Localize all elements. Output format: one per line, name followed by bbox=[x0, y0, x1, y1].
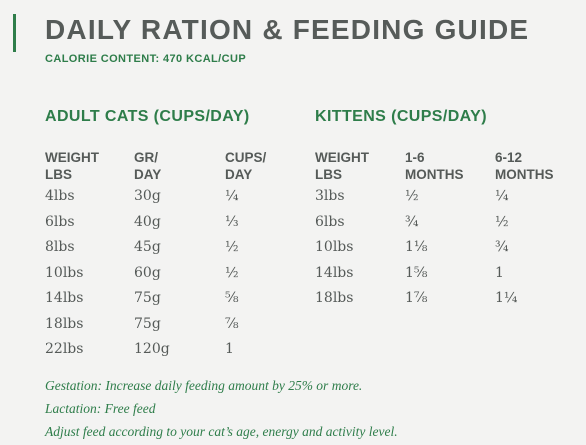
adult-cell: 4lbs bbox=[45, 188, 75, 204]
adult-cell: 10lbs bbox=[45, 264, 84, 281]
adult-cell: 18lbs bbox=[45, 315, 84, 332]
adult-col-weight: WEIGHT LBS bbox=[45, 149, 99, 183]
header-line: MONTHS bbox=[495, 167, 554, 182]
adult-cell: 40g bbox=[134, 213, 161, 230]
adult-cell: 22lbs bbox=[45, 341, 84, 357]
kittens-col-6-12-months: 6-12 MONTHS bbox=[495, 149, 554, 183]
kitten-cell: ¾ bbox=[405, 213, 419, 230]
header-line: WEIGHT bbox=[45, 150, 99, 165]
adult-cell: 75g bbox=[134, 315, 161, 332]
adult-cell: ½ bbox=[225, 239, 239, 255]
kitten-cell: 1 bbox=[495, 264, 504, 281]
header-line: GR/ bbox=[134, 150, 159, 165]
kittens-col-1-6-months: 1-6 MONTHS bbox=[405, 149, 464, 183]
adult-cell: 8lbs bbox=[45, 239, 75, 255]
header-line: 1-6 bbox=[405, 150, 425, 165]
header-line: DAY bbox=[225, 167, 253, 182]
calorie-content: CALORIE CONTENT: 470 KCAL/CUP bbox=[45, 53, 247, 65]
kitten-cell: ½ bbox=[405, 188, 419, 204]
header-line: LBS bbox=[315, 167, 342, 182]
note-gestation: Gestation: Increase daily feeding amount… bbox=[45, 378, 363, 393]
adult-cell: 6lbs bbox=[45, 213, 75, 230]
kitten-cell: 14lbs bbox=[315, 264, 354, 281]
kitten-cell: 1⅞ bbox=[405, 290, 428, 306]
header-line: WEIGHT bbox=[315, 150, 369, 165]
adult-cell: 120g bbox=[134, 341, 170, 357]
adult-col-cups-day: CUPS/ DAY bbox=[225, 149, 266, 183]
adult-cell: ½ bbox=[225, 264, 239, 281]
kitten-cell: 3lbs bbox=[315, 188, 345, 204]
adult-cell: ⅝ bbox=[225, 290, 239, 306]
kittens-col-weight: WEIGHT LBS bbox=[315, 149, 369, 183]
adult-cell: 75g bbox=[134, 290, 161, 306]
kitten-cell: ¾ bbox=[495, 239, 509, 255]
kitten-cell: 1⅝ bbox=[405, 264, 428, 281]
adult-section-title: ADULT CATS (CUPS/DAY) bbox=[45, 108, 250, 125]
header-line: LBS bbox=[45, 167, 72, 182]
adult-cell: 45g bbox=[134, 239, 161, 255]
adult-cell: 1 bbox=[225, 341, 234, 357]
adult-cell: 14lbs bbox=[45, 290, 84, 306]
kitten-cell: 1⅛ bbox=[405, 239, 428, 255]
note-adjust-feed: Adjust feed according to your cat’s age,… bbox=[45, 424, 398, 439]
adult-cell: 30g bbox=[134, 188, 161, 204]
kittens-section-title: KITTENS (CUPS/DAY) bbox=[315, 108, 487, 125]
header-line: 6-12 bbox=[495, 150, 523, 165]
header-line: DAY bbox=[134, 167, 162, 182]
accent-bar bbox=[13, 14, 16, 52]
kitten-cell: 10lbs bbox=[315, 239, 354, 255]
page-title: DAILY RATION & FEEDING GUIDE bbox=[45, 14, 530, 45]
kitten-cell: ½ bbox=[495, 213, 509, 230]
header-line: MONTHS bbox=[405, 167, 464, 182]
kitten-cell: 6lbs bbox=[315, 213, 345, 230]
kitten-cell: 1¼ bbox=[495, 290, 518, 306]
kitten-cell: ¼ bbox=[495, 188, 509, 204]
kitten-cell: 18lbs bbox=[315, 290, 354, 306]
adult-cell: 60g bbox=[134, 264, 161, 281]
adult-cell: ¼ bbox=[225, 188, 239, 204]
adult-cell: ⅞ bbox=[225, 315, 239, 332]
adult-cell: ⅓ bbox=[225, 213, 239, 230]
note-lactation: Lactation: Free feed bbox=[45, 401, 156, 416]
adult-col-gr-day: GR/ DAY bbox=[134, 149, 161, 183]
header-line: CUPS/ bbox=[225, 150, 267, 165]
